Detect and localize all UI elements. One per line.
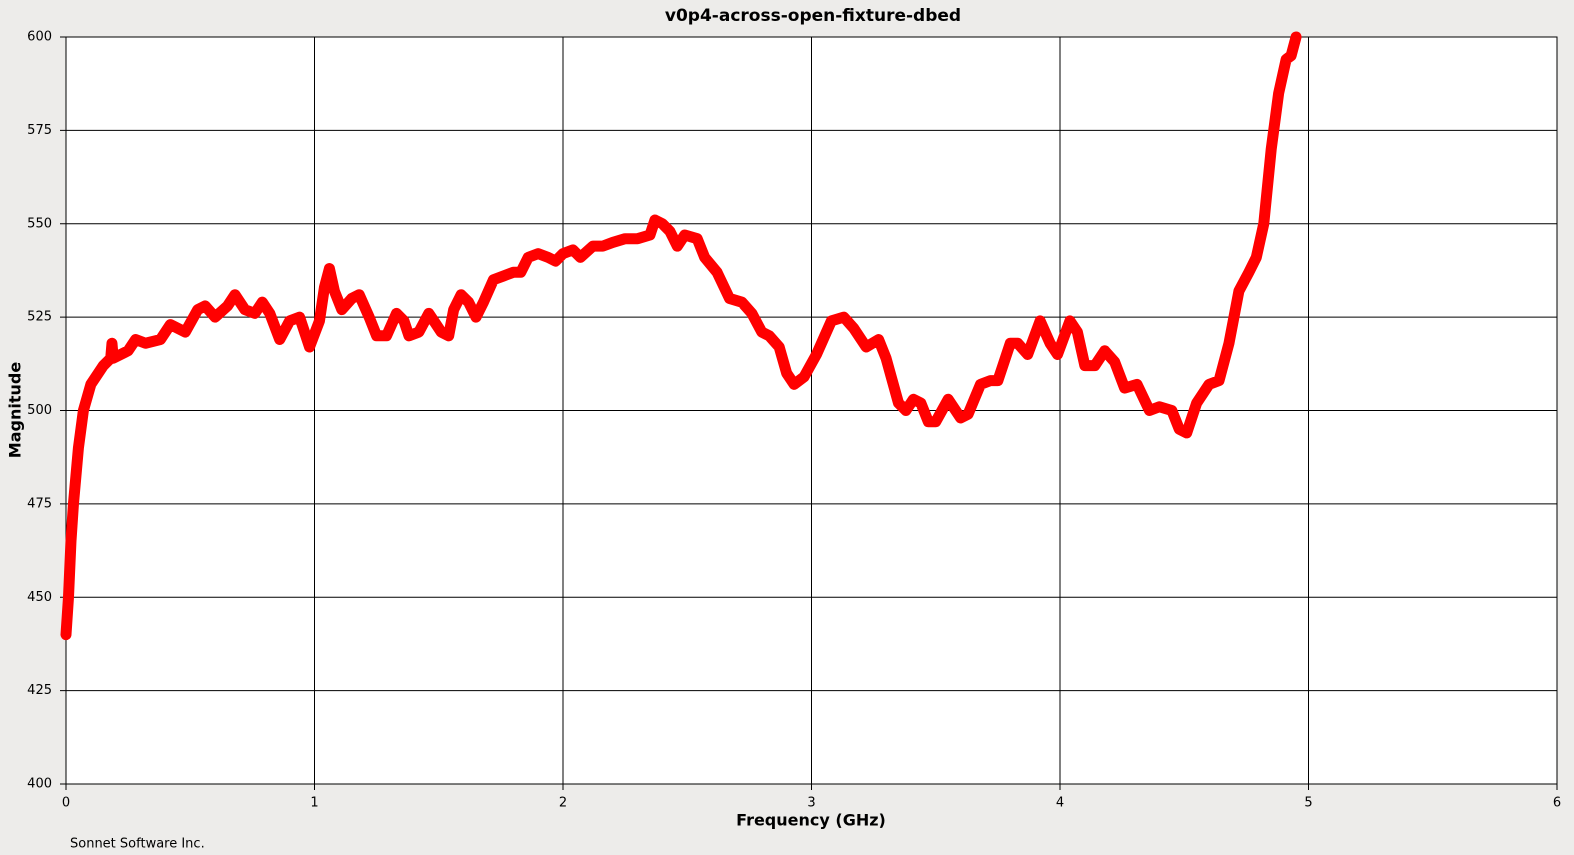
y-tick-label: 525	[27, 310, 52, 325]
x-tick-label: 4	[1056, 796, 1064, 811]
footer: Sonnet Software Inc.	[70, 837, 205, 852]
x-tick-label: 0	[62, 796, 70, 811]
y-tick-label: 550	[27, 216, 52, 231]
chart-title: v0p4-across-open-fixture-dbed	[665, 6, 961, 26]
x-axis-label: Frequency (GHz)	[736, 811, 886, 830]
y-tick-label: 425	[27, 683, 52, 698]
y-tick-label: 500	[27, 403, 52, 418]
y-tick-label: 575	[27, 123, 52, 138]
x-tick-label: 6	[1553, 796, 1561, 811]
y-tick-label: 450	[27, 590, 52, 605]
x-tick-label: 5	[1304, 796, 1312, 811]
y-tick-label: 475	[27, 496, 52, 511]
y-tick-label: 600	[27, 30, 52, 45]
y-tick-label: 400	[27, 777, 52, 792]
x-tick-label: 3	[807, 796, 815, 811]
x-tick-label: 2	[559, 796, 567, 811]
data-line	[60, 31, 1302, 641]
y-axis-label: Magnitude	[6, 362, 25, 459]
x-tick-label: 1	[310, 796, 318, 811]
